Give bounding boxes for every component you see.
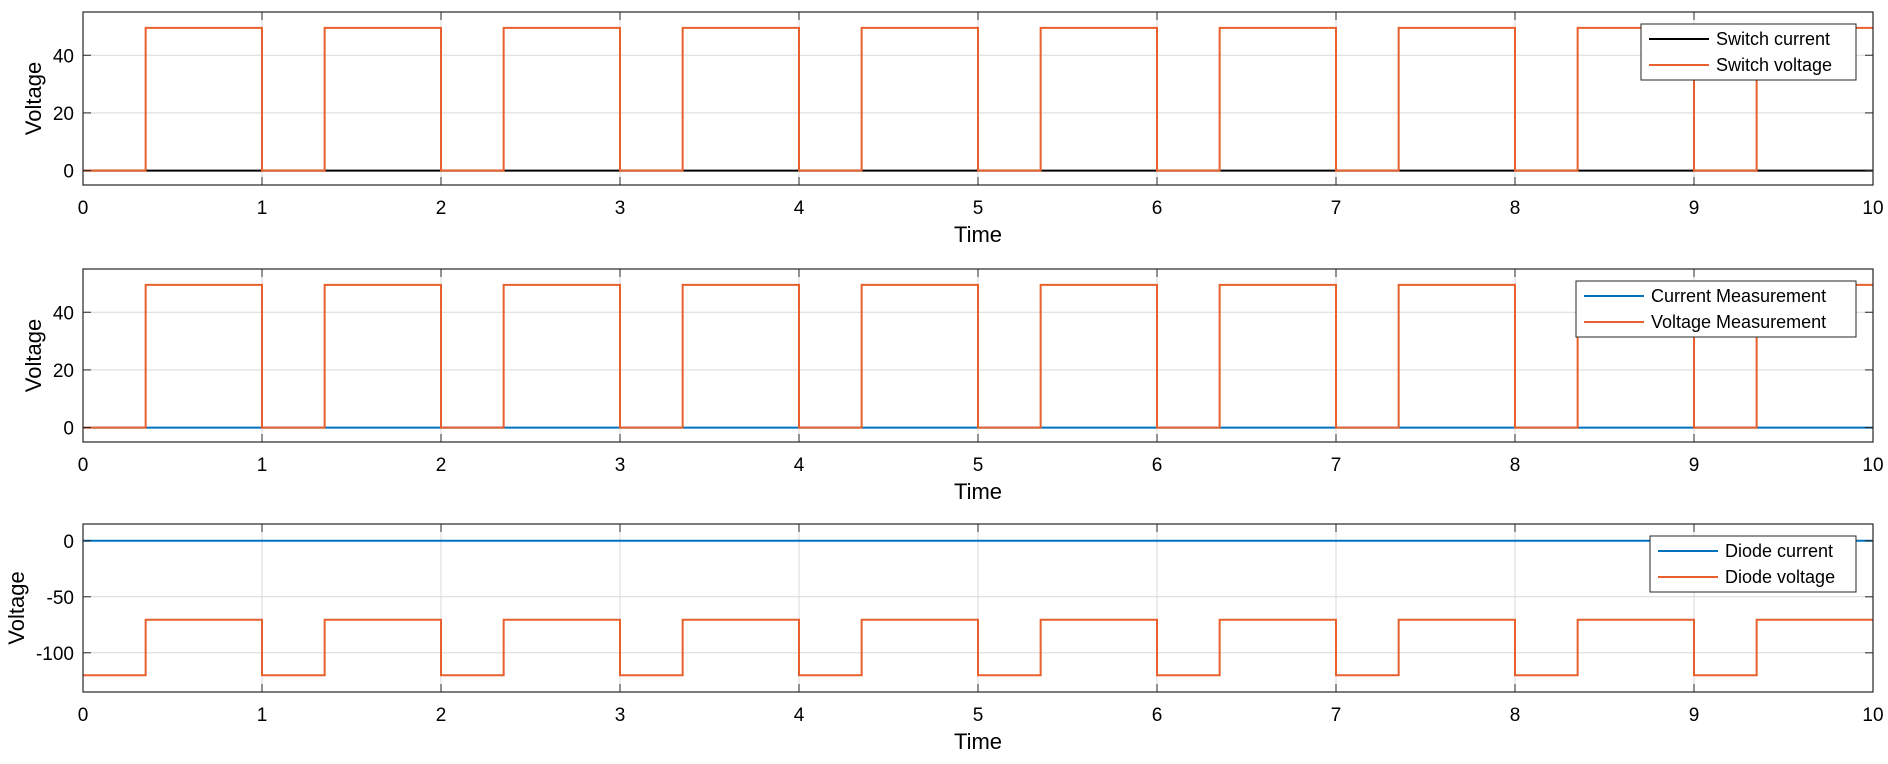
y-axis-label: Voltage (21, 62, 46, 135)
x-tick-label: 5 (973, 705, 984, 726)
x-tick-label: 2 (436, 455, 447, 476)
x-tick-label: 5 (973, 455, 984, 476)
y-axis-label: Voltage (4, 571, 29, 644)
x-tick-label: 7 (1331, 455, 1342, 476)
x-tick-label: 0 (78, 198, 89, 219)
x-tick-label: 3 (615, 198, 626, 219)
y-tick-label: 20 (53, 104, 74, 125)
legend-label-1: Switch current (1716, 29, 1830, 49)
x-tick-label: 1 (257, 455, 268, 476)
x-tick-label: 4 (794, 198, 805, 219)
legend-box (1640, 23, 1857, 81)
x-tick-label: 8 (1510, 705, 1521, 726)
y-tick-label: 40 (53, 46, 74, 67)
x-tick-label: 10 (1862, 455, 1883, 476)
series-line-2 (83, 618, 1873, 677)
legend: Current Measurement Voltage Measurement (1575, 280, 1857, 338)
x-tick-label: 1 (257, 198, 268, 219)
y-tick-label: -100 (36, 644, 74, 665)
x-axis-label: Time (954, 729, 1002, 754)
legend-label-2: Switch voltage (1716, 55, 1832, 75)
y-tick-label: -50 (47, 588, 74, 609)
x-tick-label: 2 (436, 198, 447, 219)
x-axis-label: Time (954, 479, 1002, 504)
x-tick-label: 3 (615, 455, 626, 476)
series-line-2 (83, 283, 1873, 429)
y-tick-label: 0 (63, 162, 74, 183)
y-tick-label: 40 (53, 303, 74, 324)
x-tick-label: 6 (1152, 455, 1163, 476)
x-tick-label: 4 (794, 705, 805, 726)
x-tick-label: 2 (436, 705, 447, 726)
legend-label-1: Diode current (1725, 541, 1833, 561)
x-tick-label: 8 (1510, 455, 1521, 476)
y-axis-label: Voltage (21, 319, 46, 392)
legend-box (1575, 280, 1857, 338)
x-tick-label: 6 (1152, 198, 1163, 219)
x-axis-label: Time (954, 222, 1002, 247)
x-tick-label: 6 (1152, 705, 1163, 726)
series-line-2 (83, 26, 1873, 172)
x-tick-label: 5 (973, 198, 984, 219)
x-tick-label: 1 (257, 705, 268, 726)
x-tick-label: 0 (78, 455, 89, 476)
x-tick-label: 10 (1862, 705, 1883, 726)
legend-label-2: Voltage Measurement (1651, 312, 1826, 332)
x-tick-label: 9 (1689, 198, 1700, 219)
x-tick-label: 4 (794, 455, 805, 476)
y-tick-label: 0 (63, 419, 74, 440)
legend-label-1: Current Measurement (1651, 286, 1826, 306)
x-tick-label: 9 (1689, 705, 1700, 726)
chart-panel-3: 0 1 2 3 4 5 6 7 8 9 10 0 -50 -100 Time Voltage Diode cur… (4, 523, 1884, 754)
x-tick-label: 10 (1862, 198, 1883, 219)
legend-label-2: Diode voltage (1725, 567, 1835, 587)
x-tick-label: 7 (1331, 705, 1342, 726)
legend: Switch current Switch voltage (1640, 23, 1857, 81)
x-tick-label: 7 (1331, 198, 1342, 219)
legend: Diode current Diode voltage (1649, 535, 1857, 593)
x-tick-label: 3 (615, 705, 626, 726)
y-tick-label: 0 (63, 532, 74, 553)
x-tick-label: 8 (1510, 198, 1521, 219)
chart-panel-2: 0 1 2 3 4 5 6 7 8 9 10 0 20 40 Time Voltage Current Meas… (21, 268, 1884, 504)
legend-box (1649, 535, 1857, 593)
chart-panel-1: 0 1 2 3 4 5 6 7 8 9 10 0 20 40 Time Voltage Switch curre… (21, 11, 1884, 247)
x-tick-label: 0 (78, 705, 89, 726)
x-tick-label: 9 (1689, 455, 1700, 476)
y-tick-label: 20 (53, 361, 74, 382)
